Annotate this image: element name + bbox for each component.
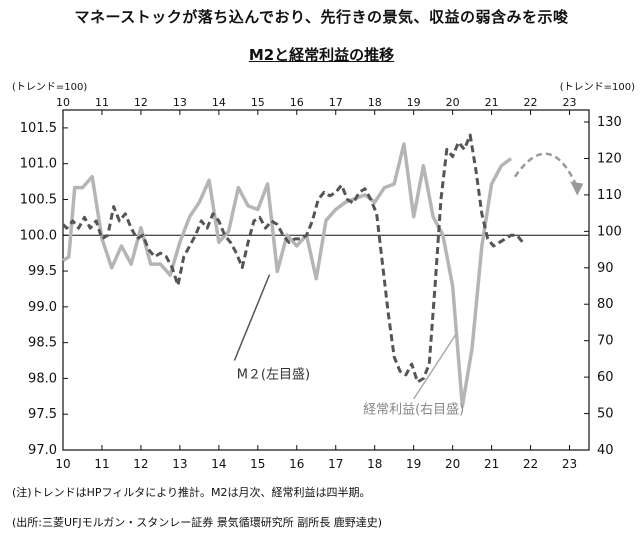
x-tick-label-bottom: 10 (55, 457, 70, 471)
chart-source: (出所:三菱UFJモルガン・スタンレー証券 景気循環研究所 副所長 鹿野達史) (12, 516, 383, 529)
y-left-tick-label: 97.5 (28, 407, 57, 422)
y-right-tick-label: 60 (597, 370, 614, 385)
y-right-tick-label: 40 (597, 443, 614, 458)
x-tick-label-top: 11 (95, 96, 109, 109)
x-tick-label-top: 19 (407, 96, 421, 109)
y-left-tick-label: 99.0 (28, 300, 57, 315)
series-line-profit (62, 142, 513, 409)
x-tick-label-top: 15 (251, 96, 265, 109)
x-tick-label-bottom: 19 (406, 457, 421, 471)
y-right-tick-label: 50 (597, 407, 614, 422)
y-left-tick-label: 100.5 (20, 192, 57, 207)
x-tick-label-bottom: 20 (445, 457, 460, 471)
chart-title: M2と経常利益の推移 (248, 46, 395, 64)
y-right-tick-label: 120 (597, 151, 622, 166)
y-right-tick-label: 130 (597, 115, 622, 130)
x-tick-label-top: 21 (485, 96, 499, 109)
x-tick-label-top: 22 (524, 96, 538, 109)
y-left-tick-label: 101.5 (20, 121, 57, 136)
x-tick-label-bottom: 12 (133, 457, 148, 471)
plot-frame (62, 109, 590, 451)
right-axis-unit: (トレンド=100) (559, 82, 635, 93)
y-left-tick-label: 98.0 (28, 371, 57, 386)
x-tick-label-bottom: 14 (211, 457, 226, 471)
projection-arrow (513, 152, 579, 189)
y-right-tick-label: 100 (597, 224, 622, 239)
series-line-m2 (61, 133, 524, 384)
y-left-tick-label: 101.0 (20, 157, 57, 172)
x-tick-label-bottom: 13 (172, 457, 187, 471)
y-left-tick-label: 98.5 (28, 336, 57, 351)
x-tick-label-top: 23 (563, 96, 577, 109)
chart-note: (注)トレンドはHPフィルタにより推計。M2は月次、経常利益は四半期。 (12, 486, 371, 499)
x-tick-label-top: 20 (446, 96, 460, 109)
label-profit: 経常利益(右目盛) (363, 403, 464, 418)
y-right-tick-label: 110 (597, 188, 622, 203)
x-tick-label-top: 18 (368, 96, 382, 109)
x-tick-label-bottom: 18 (367, 457, 382, 471)
x-tick-label-bottom: 23 (562, 457, 577, 471)
projection-arrowhead (570, 181, 584, 196)
left-axis-unit: (トレンド=100) (12, 82, 88, 93)
x-tick-label-bottom: 16 (289, 457, 304, 471)
x-tick-label-bottom: 17 (328, 457, 343, 471)
y-left-tick-label: 99.5 (28, 264, 57, 279)
x-tick-label-top: 14 (212, 96, 226, 109)
x-tick-label-top: 13 (173, 96, 187, 109)
x-tick-label-top: 10 (56, 96, 70, 109)
x-tick-label-bottom: 15 (250, 457, 265, 471)
leader-line-m2 (233, 274, 271, 361)
y-right-tick-label: 70 (597, 334, 614, 349)
x-tick-label-bottom: 21 (484, 457, 499, 471)
y-left-tick-label: 97.0 (28, 443, 57, 458)
x-tick-label-bottom: 11 (94, 457, 109, 471)
x-tick-label-top: 16 (290, 96, 304, 109)
y-right-tick-label: 90 (597, 261, 614, 276)
x-tick-label-top: 17 (329, 96, 343, 109)
x-tick-label-top: 12 (134, 96, 148, 109)
headline: マネーストックが落ち込んでおり、先行きの景気、収益の弱含みを示唆 (74, 8, 569, 26)
x-tick-label-bottom: 22 (523, 457, 538, 471)
label-m2: M２(左目盛) (237, 367, 310, 382)
y-right-tick-label: 80 (597, 297, 614, 312)
y-left-tick-label: 100.0 (20, 228, 57, 243)
leader-line-profit (413, 332, 458, 400)
